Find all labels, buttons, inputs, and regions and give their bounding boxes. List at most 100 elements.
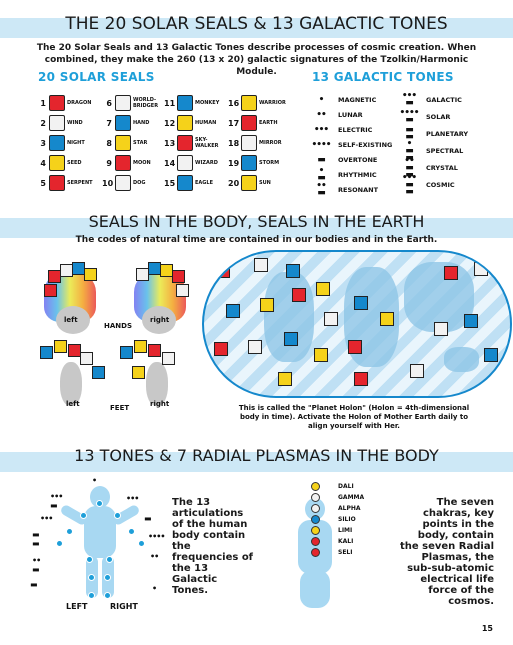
section1-intro: The 20 Solar Seals and 13 Galactic Tones… <box>36 43 477 77</box>
radial-plasma: SELI <box>311 548 352 557</box>
seal-glyph-icon <box>241 155 257 171</box>
right-label: RIGHT <box>110 602 138 611</box>
seal-number: 13 <box>164 138 176 148</box>
radial-plasma: ALPHA <box>311 504 361 513</box>
tone-name: SELF-EXISTING <box>338 141 393 149</box>
seal-glyph-icon <box>49 135 65 151</box>
tone-marker: ••• <box>40 514 53 523</box>
seal-glyph-icon <box>115 155 131 171</box>
seal-number: 20 <box>228 178 240 188</box>
seal-glyph-icon <box>115 175 131 191</box>
tone-symbol-icon: • ▬ ▬ <box>405 138 414 163</box>
seal-name: HUMAN <box>195 120 217 126</box>
seal-glyph-icon <box>172 270 185 283</box>
seal-name: WARRIOR <box>259 100 286 106</box>
seal-glyph-icon <box>132 366 145 379</box>
seal-name: STAR <box>133 140 148 146</box>
joint-dot <box>66 528 73 535</box>
tone-symbol-icon: •••• <box>311 139 331 150</box>
seal-number: 9 <box>106 158 112 168</box>
tone-symbol-icon: • ▬ <box>317 166 326 183</box>
galactic-tone: ••• ▬ ▬ COSMIC <box>396 173 455 196</box>
section2-title: SEALS IN THE BODY, SEALS IN THE EARTH <box>88 212 425 231</box>
joint-dot <box>86 556 93 563</box>
seal-name: HAND <box>133 120 150 126</box>
planet-holon-map <box>202 250 512 398</box>
seal-glyph-icon <box>278 372 292 386</box>
seal-name: NIGHT <box>67 140 85 146</box>
tone-symbol-icon: ▬ ▬ <box>405 125 414 142</box>
seal-glyph-icon <box>177 115 193 131</box>
seal-glyph-icon <box>177 135 193 151</box>
section2-intro: The codes of natural time are contained … <box>75 235 438 245</box>
solar-seal: 8 STAR <box>102 134 147 152</box>
galactic-tone: • ▬ RHYTHMIC <box>308 166 377 183</box>
tone-marker: •• <box>150 552 159 561</box>
joint-dot <box>104 574 111 581</box>
seal-name: SERPENT <box>67 180 93 186</box>
seal-glyph-icon <box>134 340 147 353</box>
tone-marker: •••• <box>148 532 165 541</box>
tone-name: RHYTHMIC <box>338 171 377 179</box>
seal-glyph-icon <box>148 344 161 357</box>
page-number: 15 <box>481 624 493 633</box>
joint-dot <box>138 540 145 547</box>
plasma-name: KALI <box>338 538 354 545</box>
galactic-tone: •• ▬ ▬ CRYSTAL <box>396 156 458 179</box>
left-label: LEFT <box>66 602 88 611</box>
hands-label: HANDS <box>104 322 132 330</box>
tone-symbol-icon: •• ▬ <box>316 181 327 198</box>
galactic-tone: •••• SELF-EXISTING <box>308 138 392 152</box>
figure-head <box>90 486 110 508</box>
joint-dot <box>96 500 103 507</box>
radial-plasma: KALI <box>311 537 353 546</box>
seal-glyph-icon <box>44 284 57 297</box>
seal-number: 1 <box>40 98 46 108</box>
solar-seal: 18 MIRROR <box>228 134 282 152</box>
solar-seal: 13 SKY-WALKER <box>164 134 223 152</box>
chakra-icon <box>311 526 320 535</box>
galactic-tone: ••• ELECTRIC <box>308 123 373 137</box>
section3-title: 13 TONES & 7 RADIAL PLASMAS IN THE BODY <box>74 446 439 465</box>
seal-name: SKY-WALKER <box>195 137 219 149</box>
joint-dot <box>88 574 95 581</box>
solar-seal: 10 DOG <box>102 174 146 192</box>
tone-marker: ▬ <box>144 514 152 523</box>
radial-plasma: GAMMA <box>311 493 364 502</box>
figure-torso <box>84 506 116 558</box>
joint-dot <box>114 512 121 519</box>
galactic-tone: • ▬ ▬ SPECTRAL <box>396 139 463 162</box>
title-band-2 <box>0 218 513 238</box>
seal-glyph-icon <box>177 95 193 111</box>
seal-glyph-icon <box>115 115 131 131</box>
tone-marker: ▬ ▬ <box>32 530 40 548</box>
seal-glyph-icon <box>54 340 67 353</box>
seal-glyph-icon <box>474 262 488 276</box>
seal-glyph-icon <box>324 312 338 326</box>
solar-seal: 17 EARTH <box>228 114 278 132</box>
seal-glyph-icon <box>214 342 228 356</box>
solar-seal: 6 WORLD-BRIDGER <box>102 94 161 112</box>
seal-glyph-icon <box>216 264 230 278</box>
right-foot-label: right <box>150 400 170 408</box>
solar-seal: 3 NIGHT <box>36 134 85 152</box>
seal-glyph-icon <box>248 340 262 354</box>
seal-glyph-icon <box>241 115 257 131</box>
seal-glyph-icon <box>115 135 131 151</box>
seal-number: 2 <box>40 118 46 128</box>
solar-seal: 7 HAND <box>102 114 149 132</box>
seal-number: 7 <box>106 118 112 128</box>
seal-name: STORM <box>259 160 280 166</box>
seal-number: 16 <box>228 98 240 108</box>
plasma-name: DALI <box>338 483 354 490</box>
solar-seal: 4 SEED <box>36 154 82 172</box>
seal-glyph-icon <box>410 364 424 378</box>
plasma-name: LIMI <box>338 527 353 534</box>
right-foot <box>146 362 168 406</box>
joint-dot <box>80 512 87 519</box>
solar-seal: 16 WARRIOR <box>228 94 286 112</box>
tone-marker: ••• <box>126 494 139 503</box>
tone-symbol-icon: • <box>318 94 325 105</box>
left-foot <box>60 362 82 406</box>
section1-title: THE 20 SOLAR SEALS & 13 GALACTIC TONES <box>65 14 448 34</box>
